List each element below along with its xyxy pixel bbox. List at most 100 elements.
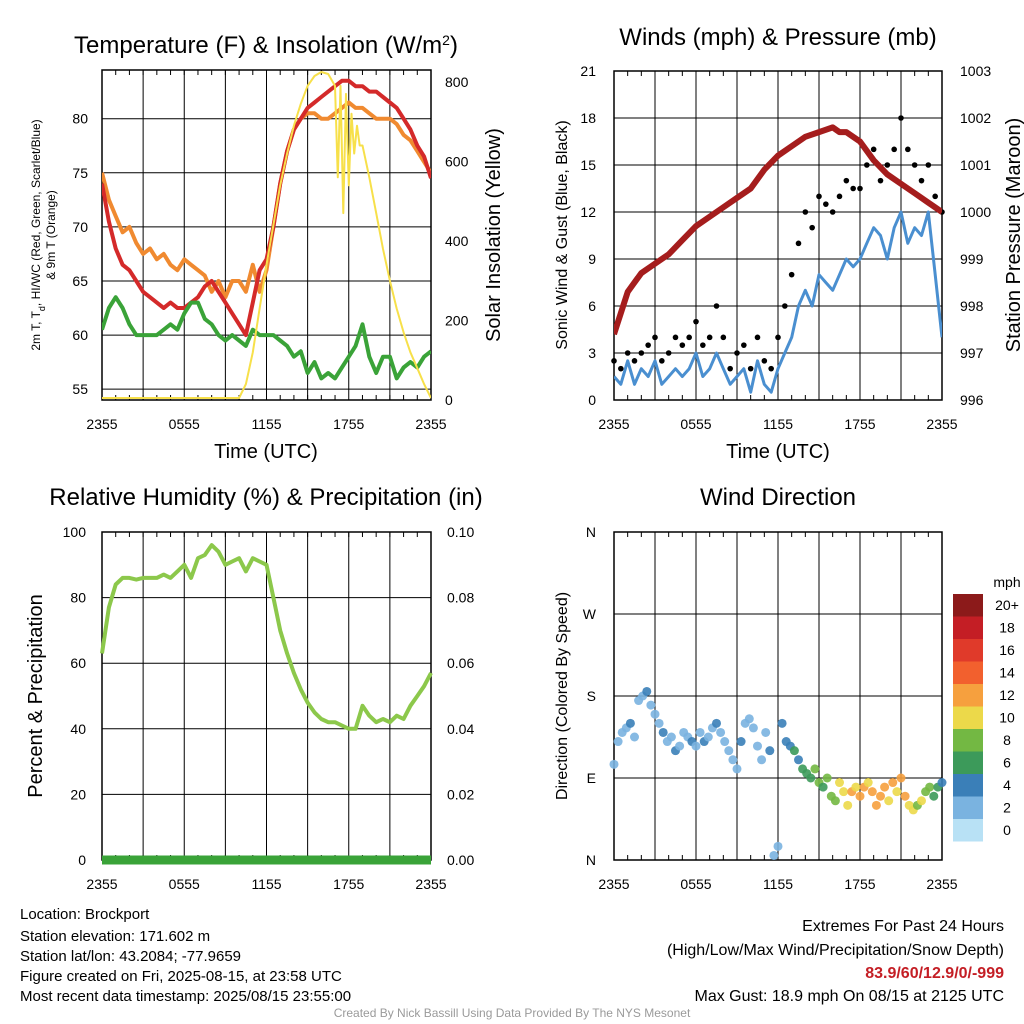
colorbar-swatch [953,661,983,684]
gust-point [898,115,904,121]
x-tick-label: 1155 [763,416,793,432]
colorbar-swatch [953,706,983,729]
direction-point [818,782,828,792]
direction-point [642,686,652,696]
direction-point [884,796,894,806]
gust-point [884,162,891,168]
colorbar-label: 16 [999,642,1015,658]
direction-point [839,787,849,797]
direction-point [871,800,881,810]
direction-point [843,800,853,810]
direction-point [650,709,660,719]
x-tick-label: 2355 [86,416,117,432]
gust-point [645,342,651,348]
colorbar-swatch [953,774,983,797]
x-tick-label: 1155 [763,876,793,892]
y-right-tick-label: 0.08 [447,590,474,606]
gust-point [775,334,781,341]
direction-point [724,746,734,756]
direction-point [720,737,730,747]
direction-point [748,723,758,733]
colorbar-swatch [953,819,983,842]
x-tick-label: 1155 [251,876,281,892]
gust-point [754,334,761,341]
gust-point [864,162,870,168]
gust-point [788,271,795,278]
direction-point [822,773,832,783]
colorbar-unit: mph [993,574,1020,590]
gust-point [672,334,679,341]
gust-point [734,350,740,356]
x-tick-label: 2355 [926,876,957,892]
gust-point [618,365,624,372]
direction-point [658,727,668,737]
direction-point [880,782,890,792]
y-tick-label: 80 [70,590,86,606]
direction-point [835,778,844,788]
y-tick-label: 3 [588,345,596,361]
x-tick-label: 2355 [598,416,629,432]
colorbar-swatch [953,751,983,774]
direction-point [794,755,803,765]
x-tick-label: 1755 [333,876,364,892]
y-axis-label: Direction (Colored By Speed) [554,592,571,800]
series-line-3 [102,71,431,399]
chart-title: Relative Humidity (%) & Precipitation (i… [49,484,482,511]
y-right-axis-label: Station Pressure (Maroon) [1003,118,1024,353]
y-right-tick-label: 0.04 [447,721,474,737]
credit: Created By Nick Bassill Using Data Provi… [333,1006,691,1020]
y-tick-label: 18 [580,110,596,126]
max-gust: Max Gust: 18.9 mph On 08/15 at 2125 UTC [694,988,1005,1005]
info-recent: Most recent data timestamp: 2025/08/15 2… [20,988,352,1005]
direction-point [830,796,840,806]
series-line-2 [102,295,431,381]
x-tick-label: 0555 [169,416,200,432]
direction-point [925,782,935,792]
direction-point [613,737,623,747]
direction-point [646,700,656,710]
series-line-2 [614,124,942,336]
y-right-tick-label: 800 [445,74,469,90]
y-tick-label: 12 [580,204,596,220]
y-right-tick-label: 1002 [960,110,991,126]
gust-point [877,177,884,184]
direction-point [896,773,906,783]
info-created: Figure created on Fri, 2025-08-15, at 23… [20,968,342,985]
gust-point [665,350,672,356]
direction-point [863,778,873,788]
y-tick-label: 0 [588,392,596,408]
direction-point [900,791,910,801]
extremes-values: 83.9/60/12.9/0/-999 [865,965,1004,982]
gust-point [836,193,843,200]
gust-point [706,334,713,341]
direction-point [888,778,898,788]
y-right-tick-label: 997 [960,345,984,361]
direction-point [773,841,783,851]
gust-point [918,177,925,184]
gust-point [932,193,938,200]
y-right-tick-label: 0 [445,392,453,408]
y-tick-label: 0 [78,852,86,868]
direction-point [732,764,742,774]
direction-point [810,764,820,774]
x-tick-label: 2355 [415,876,446,892]
y-right-tick-label: 0.10 [447,524,474,540]
y-tick-label: 60 [72,327,88,343]
gust-point [768,365,774,372]
direction-point [929,791,939,801]
gust-point [659,358,665,364]
direction-point [867,787,877,797]
y-tick-label: 21 [580,63,596,79]
chart-title: Temperature (F) & Insolation (W/m2) [74,32,458,59]
y-tick-label: 9 [588,251,596,267]
direction-point [876,791,885,801]
info-location: Location: Brockport [20,906,150,923]
x-axis-label: Time (UTC) [726,441,830,463]
x-tick-label: 0555 [169,876,200,892]
y-tick-label: 70 [72,219,88,235]
gust-point [638,350,645,356]
gust-point [611,358,617,364]
y-tick-label: 80 [72,111,88,127]
colorbar-swatch [953,796,983,819]
